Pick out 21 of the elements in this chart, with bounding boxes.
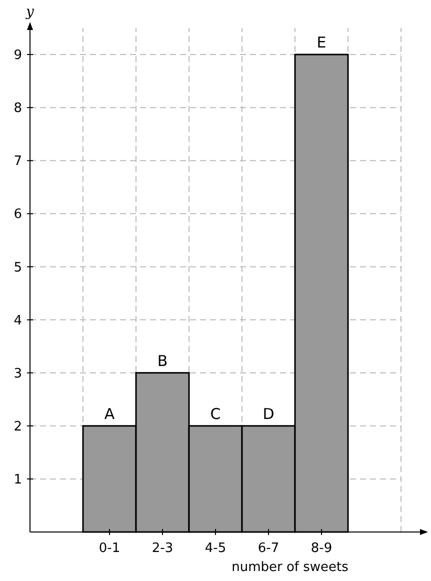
y-tick-label: 9 [14,48,22,64]
x-tick-label: 4-5 [204,541,226,556]
y-axis-title: y [25,4,36,20]
x-tick-label: 2-3 [152,541,174,556]
x-tick-label: 6-7 [258,541,280,556]
y-tick-label: 5 [14,260,22,276]
y-tick-label: 1 [14,472,22,488]
x-tick-label: 0-1 [98,541,120,556]
x-tick-label: 8-9 [310,541,332,556]
annotation: D [262,404,274,423]
y-tick-label: 6 [14,207,22,222]
annotation: A [104,404,116,423]
annotation: C [210,404,221,423]
annotation: B [157,352,168,370]
y-tick-label: 4 [14,313,22,328]
y-tick-label: 2 [14,419,22,434]
y-tick-label: 3 [14,366,22,382]
y-tick-label: 8 [14,101,22,116]
x-axis-title: number of sweets [232,560,349,575]
y-tick-label: 7 [14,154,22,170]
annotation: E [316,34,326,52]
